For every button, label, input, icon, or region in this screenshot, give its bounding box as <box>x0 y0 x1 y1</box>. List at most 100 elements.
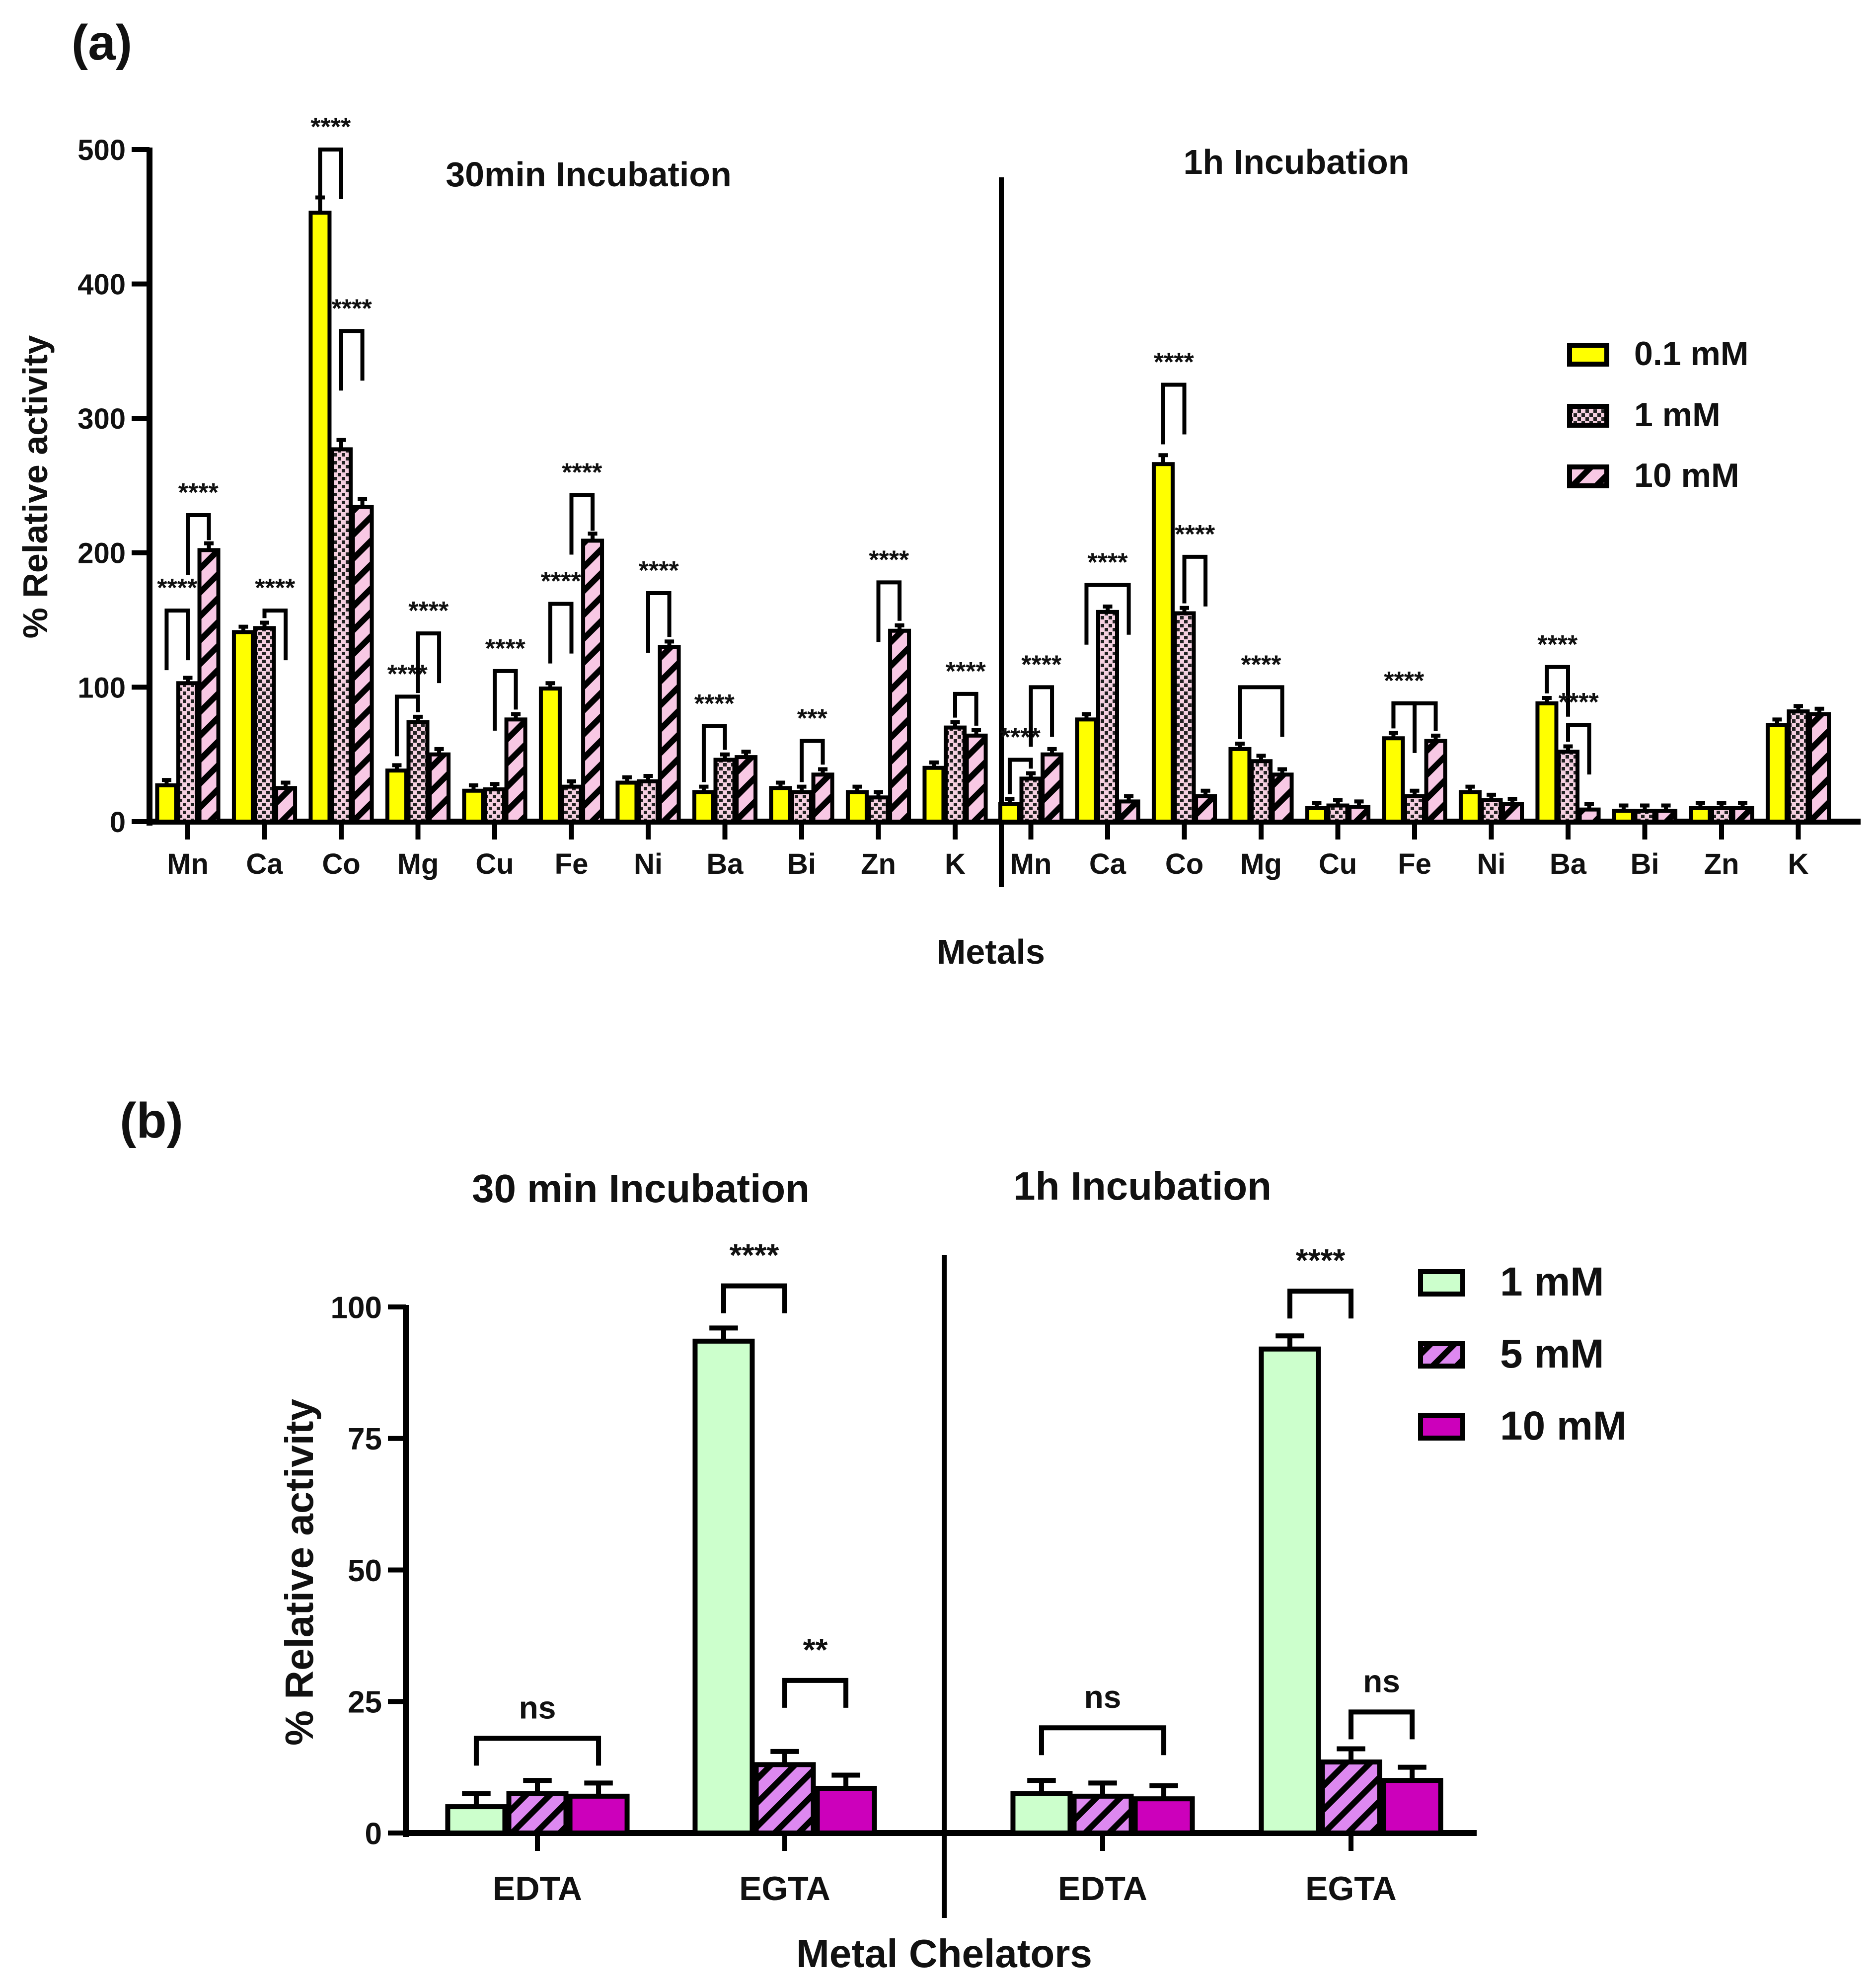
significance-label: **** <box>1384 667 1425 695</box>
significance-label: **** <box>1175 520 1215 549</box>
significance-bracket <box>473 1736 601 1766</box>
bar-10mM-Ca <box>274 786 298 824</box>
x-tick-label: Ca <box>246 848 283 880</box>
bar-5mM-EDTA <box>506 1791 569 1835</box>
error-bar <box>1563 744 1573 752</box>
bar-01mM-Zn <box>1689 806 1712 824</box>
error-bar <box>1640 803 1650 811</box>
bar-10mM-Fe <box>581 538 604 824</box>
significance-label: **** <box>387 660 428 688</box>
bar-10mM-EGTA <box>1381 1778 1443 1836</box>
error-bar <box>1584 802 1594 810</box>
error-bar <box>1695 801 1705 808</box>
bar-01mM-Mg <box>385 768 408 824</box>
error-bar <box>895 623 904 631</box>
group-title: 30 min Incubation <box>472 1166 810 1211</box>
bar-1mM-Zn <box>867 795 890 824</box>
error-bar <box>1619 803 1629 811</box>
significance-label: **** <box>730 1237 779 1273</box>
error-bar <box>1398 1764 1426 1781</box>
significance-bracket <box>800 739 825 782</box>
significance-label: **** <box>1021 650 1062 679</box>
error-bar <box>1410 788 1420 796</box>
x-tick-label: Ni <box>1477 848 1506 880</box>
bar-1mM-K <box>1787 709 1810 824</box>
error-bar <box>950 720 960 728</box>
significance-label: **** <box>1559 688 1599 717</box>
x-tick-label: Ca <box>1089 848 1126 880</box>
bar-01mM-Ca <box>231 630 255 824</box>
y-tick-label: 0 <box>365 1817 382 1851</box>
error-bar <box>741 750 751 758</box>
error-bar <box>392 763 402 771</box>
error-bar <box>1276 1333 1304 1349</box>
x-tick-label: Ni <box>634 848 663 880</box>
bar-10mM-Mn <box>197 548 221 824</box>
error-bar <box>1465 784 1475 792</box>
error-bar <box>567 779 576 787</box>
significance-label: **** <box>1000 723 1041 752</box>
bar-10mM-Ni <box>1501 802 1524 824</box>
bar-10mM-Ba <box>735 755 758 824</box>
bar-5mM-EGTA <box>753 1762 816 1836</box>
significance-bracket <box>1545 665 1570 717</box>
significance-bracket <box>493 669 518 731</box>
bar-10mM-EGTA <box>815 1785 877 1836</box>
error-bar <box>1542 696 1552 703</box>
x-tick-label: Ba <box>1550 848 1587 880</box>
bar-1mM-Zn <box>1710 806 1733 824</box>
significance-bracket <box>1182 554 1208 607</box>
error-bar <box>874 790 883 798</box>
x-tick-label: Ba <box>706 848 744 880</box>
y-tick-label: 50 <box>348 1554 382 1588</box>
error-bar <box>1354 799 1364 807</box>
legend-swatch <box>1567 404 1609 428</box>
error-bar <box>1158 453 1168 464</box>
bar-01mM-Cu <box>1305 806 1328 824</box>
bar-01mM-Co <box>1151 462 1175 824</box>
x-tick-label: Zn <box>1704 848 1739 880</box>
bar-1mM-Ca <box>253 626 276 824</box>
y-tick-label: 500 <box>77 134 126 166</box>
x-axis-label: Metals <box>937 932 1045 971</box>
y-tick-label: 300 <box>77 403 126 435</box>
significance-bracket <box>262 609 288 661</box>
x-tick-label: Co <box>1165 848 1203 880</box>
x-tick-label: Co <box>322 848 360 880</box>
significance-label: **** <box>1154 348 1195 377</box>
legend-swatch <box>1567 464 1609 488</box>
significance-label: **** <box>1537 630 1578 659</box>
significance-label: **** <box>694 689 735 718</box>
error-bar <box>831 1772 860 1788</box>
significance-bracket <box>1566 723 1591 775</box>
significance-label: **** <box>255 574 296 603</box>
error-bar <box>1201 788 1210 796</box>
group-title: 1h Incubation <box>1184 143 1410 181</box>
error-bar <box>1149 1783 1178 1799</box>
significance-bracket <box>569 493 595 555</box>
y-tick-label: 100 <box>331 1291 382 1325</box>
panel-label: (b) <box>120 1093 183 1148</box>
significance-bracket <box>394 694 420 757</box>
error-bar <box>523 1778 552 1794</box>
error-bar <box>238 624 248 632</box>
error-bar <box>260 620 269 628</box>
x-tick-label: EDTA <box>493 1870 582 1908</box>
error-bar <box>1333 798 1343 806</box>
error-bar <box>929 760 939 768</box>
error-bar <box>413 714 423 722</box>
error-bar <box>1388 731 1398 739</box>
error-bar <box>1794 704 1803 712</box>
error-bar <box>281 780 291 788</box>
error-bar <box>584 1780 613 1796</box>
significance-bracket <box>1349 1709 1415 1740</box>
y-axis-label: % Relative activity <box>16 335 55 639</box>
error-bar <box>1180 606 1189 613</box>
significance-label: **** <box>332 294 373 323</box>
bar-10mM-Bi <box>811 772 834 824</box>
y-tick-label: 400 <box>77 268 126 301</box>
significance-label: ns <box>519 1689 556 1725</box>
x-tick-label: Cu <box>1319 848 1357 880</box>
bar-10mM-Ni <box>658 645 681 824</box>
bar-5mM-EGTA <box>1320 1759 1382 1835</box>
